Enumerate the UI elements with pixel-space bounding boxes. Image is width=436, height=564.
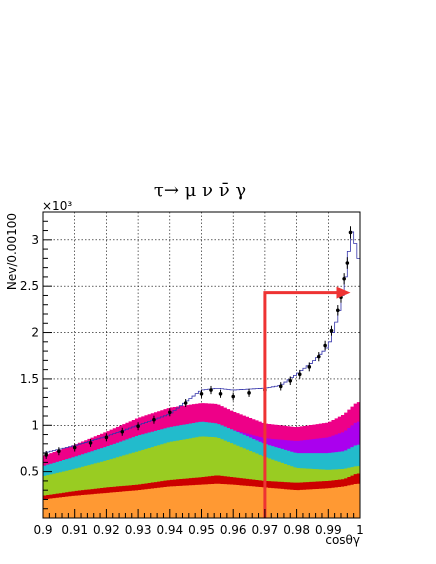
x-tick-label: 0.93 xyxy=(125,523,152,537)
data-point xyxy=(209,388,213,392)
y-tick-label: 1.5 xyxy=(20,372,39,386)
x-tick-label: 1 xyxy=(356,523,364,537)
data-point xyxy=(199,391,204,396)
x-tick-label: 0.94 xyxy=(156,523,183,537)
data-point xyxy=(152,417,156,422)
data-point xyxy=(57,449,61,454)
data-point xyxy=(72,445,77,450)
x-axis-label: cosθγ xyxy=(325,533,360,547)
x-tick-label: 0.97 xyxy=(252,523,279,537)
data-point xyxy=(342,276,346,281)
x-tick-label: 0.95 xyxy=(188,523,215,537)
data-point xyxy=(44,453,48,457)
x-tick-label: 0.9 xyxy=(33,523,52,537)
x-tick-label: 0.91 xyxy=(61,523,88,537)
y-tick-label: 3 xyxy=(31,233,39,247)
data-point xyxy=(336,308,340,313)
chart-title: τ→ μ ν ν̄ γ xyxy=(154,180,246,201)
data-point xyxy=(136,424,140,429)
data-point xyxy=(120,429,125,434)
data-point xyxy=(104,435,109,440)
data-point xyxy=(218,391,223,396)
y-multiplier: ×10³ xyxy=(42,199,72,213)
data-point xyxy=(297,372,302,377)
x-tick-label: 0.98 xyxy=(283,523,310,537)
data-point xyxy=(323,343,327,348)
y-tick-label: 0.5 xyxy=(20,465,39,479)
cut-arrow-line xyxy=(263,291,339,518)
x-tick-label: 0.92 xyxy=(93,523,120,537)
plot-area: 0.9 0.91 0.92 0.93 0.94 0.95 0.96 0.97 0.98 0.99 1… xyxy=(20,211,364,537)
data-point xyxy=(247,391,251,395)
data-point xyxy=(278,384,283,389)
stack-layer-0 xyxy=(43,483,360,518)
y-tick-label: 2.5 xyxy=(20,279,39,293)
data-point xyxy=(348,230,353,235)
data-point xyxy=(329,328,334,333)
data-point xyxy=(316,354,321,359)
y-tick-label: 1 xyxy=(31,418,39,432)
x-tick-label: 0.99 xyxy=(315,523,342,537)
data-point xyxy=(168,410,172,415)
data-point xyxy=(307,365,312,369)
y-tick-label: 2 xyxy=(31,326,39,340)
data-point xyxy=(88,441,93,445)
data-point xyxy=(345,261,350,265)
x-tick-label: 0.96 xyxy=(220,523,247,537)
data-point xyxy=(288,378,293,383)
data-point xyxy=(231,394,235,399)
data-point xyxy=(183,401,188,405)
cut-arrow-head xyxy=(336,286,351,299)
y-axis-label: Nev/0.00100 xyxy=(5,213,19,290)
